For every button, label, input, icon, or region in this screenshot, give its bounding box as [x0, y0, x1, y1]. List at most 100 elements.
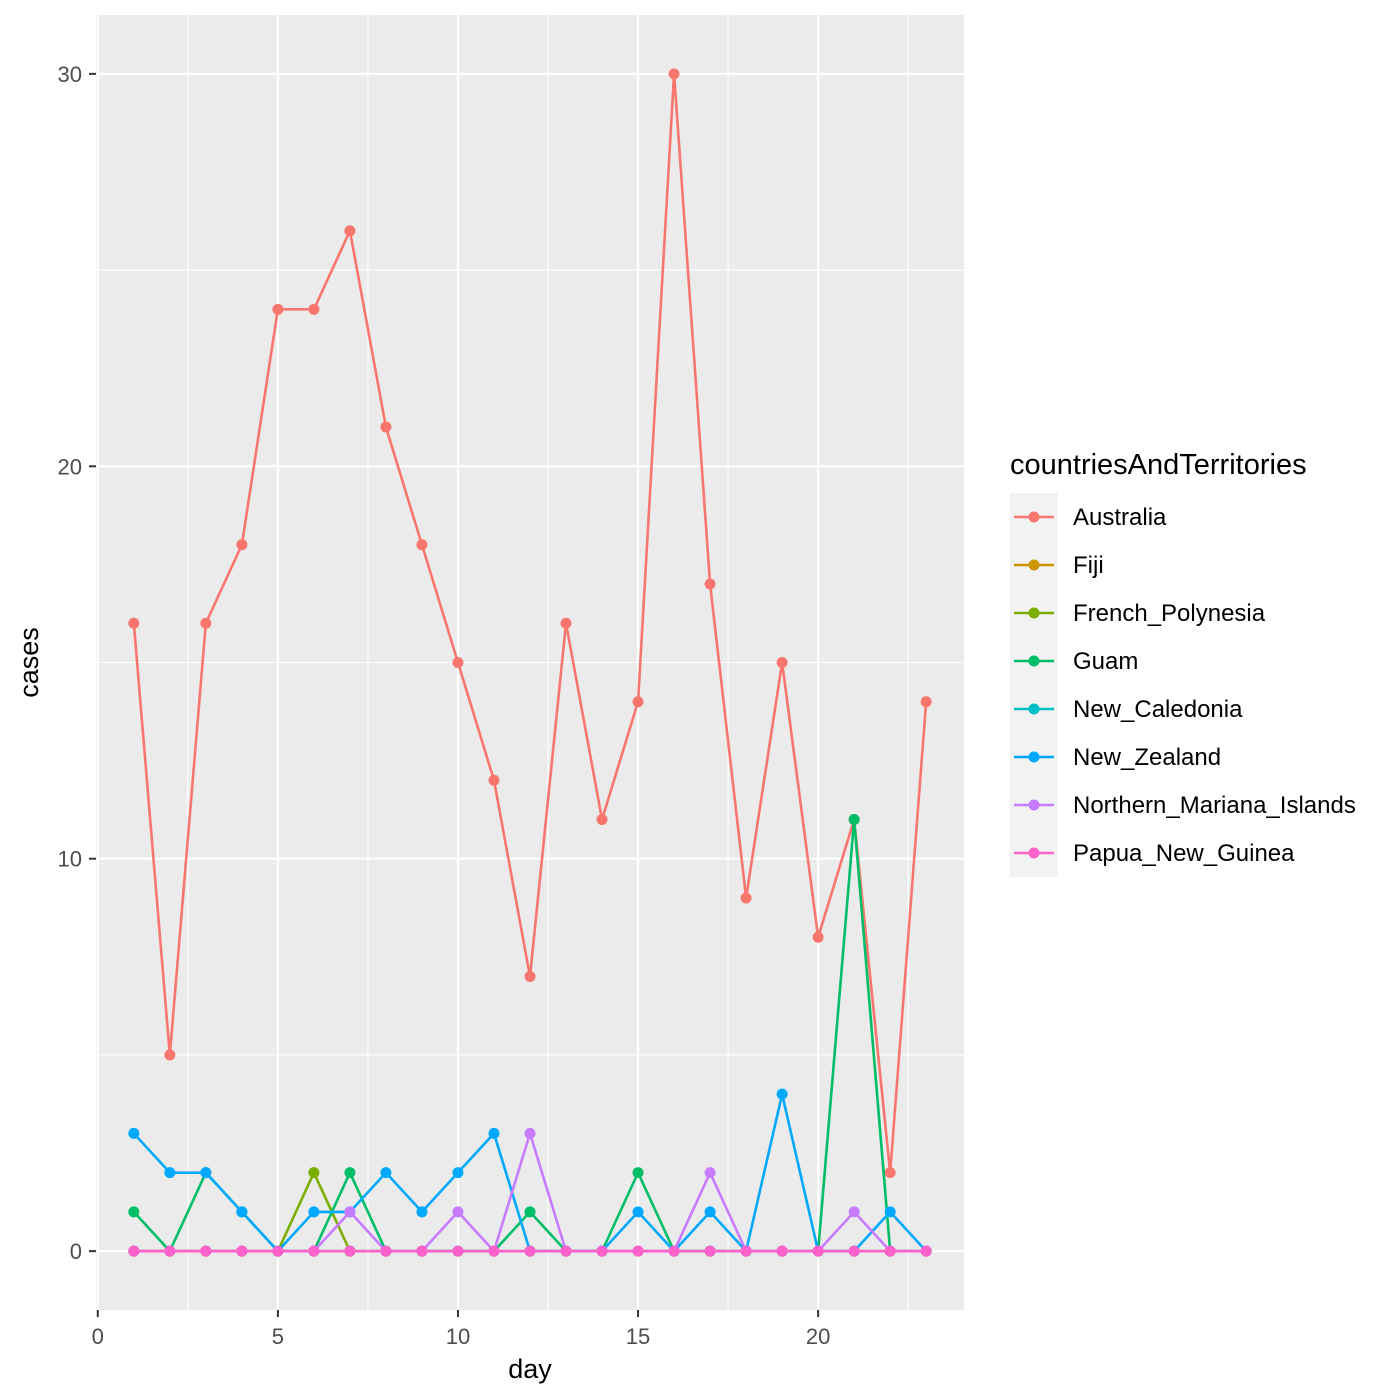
legend-label: Fiji [1073, 552, 1104, 579]
legend-label: French_Polynesia [1073, 600, 1266, 627]
data-point-northern-mariana-islands [524, 1127, 536, 1139]
data-point-australia [236, 539, 248, 551]
data-point-new-zealand [236, 1206, 248, 1218]
series-layer [128, 68, 932, 1257]
legend-key-point [1028, 751, 1040, 763]
data-point-papua-new-guinea [488, 1245, 500, 1257]
data-point-new-zealand [884, 1206, 896, 1218]
data-point-papua-new-guinea [416, 1245, 428, 1257]
minor-gridlines [96, 15, 964, 1310]
legend-title: countriesAndTerritories [1010, 449, 1307, 481]
legend-label: Papua_New_Guinea [1073, 840, 1295, 867]
data-point-australia [308, 303, 320, 315]
data-point-new-zealand [200, 1167, 212, 1179]
legend-label: Northern_Mariana_Islands [1073, 792, 1356, 819]
data-point-french-polynesia [308, 1167, 320, 1179]
data-point-papua-new-guinea [704, 1245, 716, 1257]
data-point-papua-new-guinea [128, 1245, 140, 1257]
data-point-new-zealand [776, 1088, 788, 1100]
data-point-new-zealand [452, 1167, 464, 1179]
data-point-papua-new-guinea [920, 1245, 932, 1257]
x-axis-title: day [508, 1354, 552, 1384]
y-axis-title: cases [14, 627, 44, 698]
data-point-papua-new-guinea [272, 1245, 284, 1257]
data-point-papua-new-guinea [560, 1245, 572, 1257]
data-point-papua-new-guinea [524, 1245, 536, 1257]
data-point-australia [668, 68, 680, 80]
data-point-northern-mariana-islands [848, 1206, 860, 1218]
data-point-guam [632, 1167, 644, 1179]
data-point-guam [524, 1206, 536, 1218]
data-point-australia [884, 1167, 896, 1179]
legend-item-new-zealand: New_Zealand [1014, 744, 1221, 771]
data-point-northern-mariana-islands [344, 1206, 356, 1218]
data-point-australia [704, 578, 716, 590]
legend-label: New_Zealand [1073, 744, 1221, 771]
data-point-australia [416, 539, 428, 551]
legend-item-guam: Guam [1014, 648, 1138, 675]
data-point-australia [452, 657, 464, 668]
data-point-australia [344, 225, 356, 237]
y-tick-label: 0 [70, 1239, 82, 1264]
legend-item-northern-mariana-islands: Northern_Mariana_Islands [1014, 792, 1356, 819]
x-tick-label: 20 [806, 1324, 830, 1349]
legend-item-fiji: Fiji [1014, 552, 1104, 579]
legend: countriesAndTerritories Australia Fiji Fre… [1010, 449, 1356, 877]
legend-key-point [1028, 511, 1040, 523]
data-point-papua-new-guinea [164, 1245, 176, 1257]
data-point-papua-new-guinea [380, 1245, 392, 1257]
data-point-australia [272, 303, 284, 315]
legend-item-papua-new-guinea: Papua_New_Guinea [1014, 840, 1295, 867]
data-point-australia [632, 696, 644, 708]
data-point-australia [524, 970, 536, 982]
data-point-australia [128, 617, 140, 629]
data-point-new-zealand [488, 1127, 500, 1139]
x-axis: 0 5 10 15 20 [92, 1310, 830, 1349]
legend-item-new-caledonia: New_Caledonia [1014, 696, 1243, 723]
legend-key-point [1028, 655, 1040, 667]
data-point-northern-mariana-islands [452, 1206, 464, 1218]
legend-keys-background [1010, 493, 1058, 877]
y-tick-label: 10 [58, 847, 82, 872]
data-point-australia [560, 617, 572, 629]
data-point-papua-new-guinea [344, 1245, 356, 1257]
legend-key-point [1028, 559, 1040, 571]
data-point-australia [920, 696, 932, 708]
legend-items: Australia Fiji French_Polynesia Guam New_Cal… [1014, 504, 1356, 867]
legend-key-point [1028, 607, 1040, 619]
legend-label: Australia [1073, 504, 1167, 531]
legend-key-point [1028, 799, 1040, 811]
data-point-papua-new-guinea [884, 1245, 896, 1257]
data-point-australia [488, 774, 500, 786]
data-point-australia [596, 813, 608, 825]
data-point-papua-new-guinea [740, 1245, 752, 1257]
data-point-australia [200, 617, 212, 629]
data-point-papua-new-guinea [308, 1245, 320, 1257]
y-axis: 0 10 20 30 [58, 62, 96, 1264]
legend-item-australia: Australia [1014, 504, 1167, 531]
data-point-guam [128, 1206, 140, 1218]
legend-key-point [1028, 847, 1040, 859]
x-tick-label: 10 [446, 1324, 470, 1349]
data-point-guam [344, 1167, 356, 1179]
legend-label: Guam [1073, 648, 1138, 675]
series-papua-new-guinea [128, 1245, 932, 1257]
x-tick-label: 0 [92, 1324, 104, 1349]
data-point-papua-new-guinea [452, 1245, 464, 1257]
data-point-northern-mariana-islands [704, 1167, 716, 1179]
data-point-papua-new-guinea [236, 1245, 248, 1257]
data-point-papua-new-guinea [632, 1245, 644, 1257]
data-point-papua-new-guinea [200, 1245, 212, 1257]
data-point-new-zealand [308, 1206, 320, 1218]
data-point-new-zealand [704, 1206, 716, 1218]
data-point-papua-new-guinea [596, 1245, 608, 1257]
data-point-papua-new-guinea [848, 1245, 860, 1257]
data-point-australia [164, 1049, 176, 1061]
x-tick-label: 15 [626, 1324, 650, 1349]
data-point-new-zealand [128, 1127, 140, 1139]
data-point-australia [380, 421, 392, 433]
y-tick-label: 30 [58, 62, 82, 87]
data-point-new-zealand [416, 1206, 428, 1218]
legend-item-french-polynesia: French_Polynesia [1014, 600, 1266, 627]
